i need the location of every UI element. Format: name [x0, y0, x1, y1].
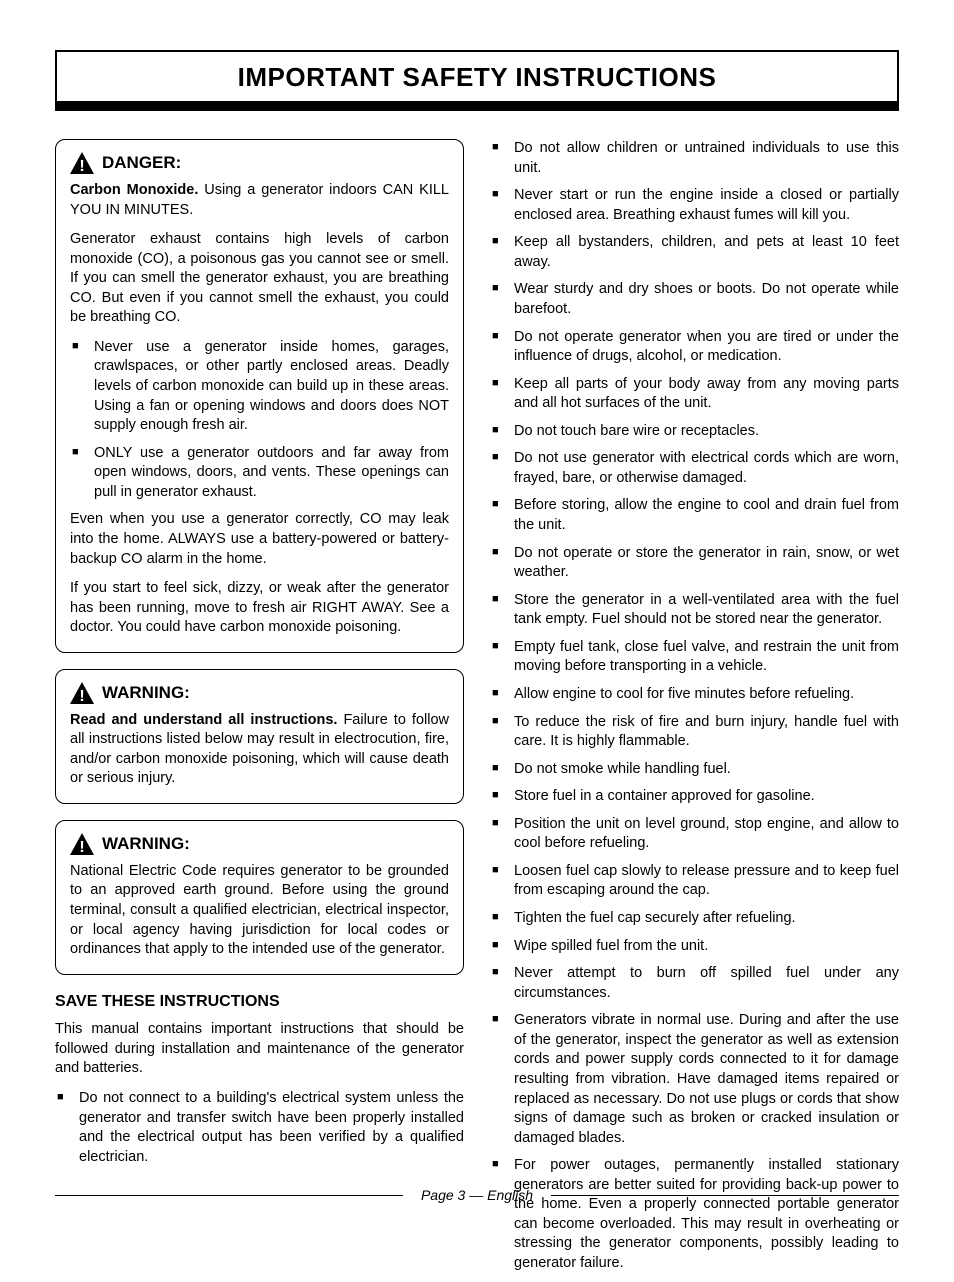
danger-box: ! DANGER: Carbon Monoxide. Using a gener… — [55, 139, 464, 653]
list-item: Loosen fuel cap slowly to release pressu… — [490, 862, 899, 901]
content-columns: ! DANGER: Carbon Monoxide. Using a gener… — [55, 139, 899, 1282]
page-title: IMPORTANT SAFETY INSTRUCTIONS — [57, 62, 897, 93]
save-intro: This manual contains important instructi… — [55, 1020, 464, 1079]
right-column: Do not allow children or untrained indiv… — [490, 139, 899, 1282]
save-bullet-list: Do not connect to a building's electrica… — [55, 1089, 464, 1167]
list-item: Store the generator in a well-ventilated… — [490, 591, 899, 630]
list-item: ONLY use a generator outdoors and far aw… — [70, 444, 449, 503]
warning2-header: ! WARNING: — [70, 833, 449, 856]
svg-text:!: ! — [79, 688, 84, 704]
warning1-body: Read and understand all instructions. Fa… — [70, 711, 449, 789]
warning1-header: ! WARNING: — [70, 682, 449, 705]
danger-p3: If you start to feel sick, dizzy, or wea… — [70, 579, 449, 638]
warning1-lead-bold: Read and understand all instructions. — [70, 712, 337, 728]
list-item: Keep all bystanders, children, and pets … — [490, 233, 899, 272]
list-item: Never attempt to burn off spilled fuel u… — [490, 964, 899, 1003]
warning-box-1: ! WARNING: Read and understand all instr… — [55, 669, 464, 804]
list-item: Do not use generator with electrical cor… — [490, 449, 899, 488]
warning2-heading: WARNING: — [102, 833, 190, 856]
page-footer: Page 3 — English — [55, 1187, 899, 1203]
list-item: Store fuel in a container approved for g… — [490, 787, 899, 807]
right-bullet-list: Do not allow children or untrained indiv… — [490, 139, 899, 1274]
list-item: Empty fuel tank, close fuel valve, and r… — [490, 638, 899, 677]
danger-p2: Even when you use a generator correctly,… — [70, 510, 449, 569]
list-item: Allow engine to cool for five minutes be… — [490, 685, 899, 705]
list-item: Do not connect to a building's electrica… — [55, 1089, 464, 1167]
list-item: Generators vibrate in normal use. During… — [490, 1011, 899, 1148]
list-item: Do not operate generator when you are ti… — [490, 328, 899, 367]
warning-box-2: ! WARNING: National Electric Code requir… — [55, 820, 464, 975]
danger-lead-bold: Carbon Monoxide. — [70, 182, 198, 198]
svg-text:!: ! — [79, 158, 84, 174]
list-item: Wipe spilled fuel from the unit. — [490, 937, 899, 957]
list-item: Do not operate or store the generator in… — [490, 544, 899, 583]
list-item: Do not touch bare wire or receptacles. — [490, 422, 899, 442]
warning-triangle-icon: ! — [70, 682, 94, 704]
list-item: To reduce the risk of fire and burn inju… — [490, 713, 899, 752]
svg-text:!: ! — [79, 839, 84, 855]
warning1-heading: WARNING: — [102, 682, 190, 705]
footer-rule-left — [55, 1195, 403, 1196]
warning-triangle-icon: ! — [70, 833, 94, 855]
list-item: Tighten the fuel cap securely after refu… — [490, 909, 899, 929]
warning2-body: National Electric Code requires generato… — [70, 862, 449, 960]
page-title-box: IMPORTANT SAFETY INSTRUCTIONS — [55, 50, 899, 111]
list-item: Keep all parts of your body away from an… — [490, 375, 899, 414]
list-item: Never use a generator inside homes, gara… — [70, 338, 449, 436]
list-item: Position the unit on level ground, stop … — [490, 815, 899, 854]
list-item: Never start or run the engine inside a c… — [490, 186, 899, 225]
left-column: ! DANGER: Carbon Monoxide. Using a gener… — [55, 139, 464, 1282]
save-heading: SAVE THESE INSTRUCTIONS — [55, 991, 464, 1013]
danger-lead: Carbon Monoxide. Using a generator indoo… — [70, 181, 449, 220]
danger-heading: DANGER: — [102, 152, 181, 175]
danger-header: ! DANGER: — [70, 152, 449, 175]
list-item: For power outages, permanently installed… — [490, 1156, 899, 1273]
footer-label: Page 3 — English — [421, 1187, 533, 1203]
list-item: Wear sturdy and dry shoes or boots. Do n… — [490, 280, 899, 319]
footer-rule-right — [551, 1195, 899, 1196]
danger-p1: Generator exhaust contains high levels o… — [70, 230, 449, 328]
danger-bullet-list: Never use a generator inside homes, gara… — [70, 338, 449, 503]
list-item: Do not allow children or untrained indiv… — [490, 139, 899, 178]
list-item: Do not smoke while handling fuel. — [490, 760, 899, 780]
list-item: Before storing, allow the engine to cool… — [490, 496, 899, 535]
warning-triangle-icon: ! — [70, 152, 94, 174]
